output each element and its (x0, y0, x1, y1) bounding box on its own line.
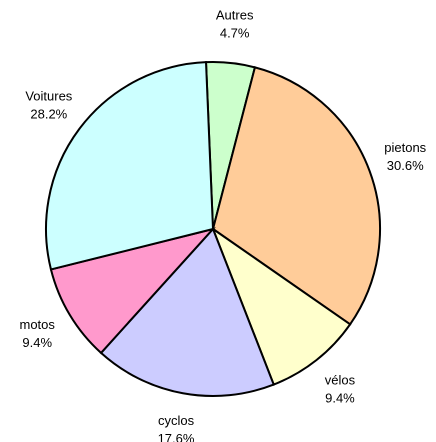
slice-label: Autres (216, 8, 254, 23)
slice-value-label: 17.6% (158, 431, 195, 442)
slice-label: motos (20, 317, 56, 332)
slice-value-label: 4.7% (220, 26, 250, 41)
slice-value-label: 28.2% (30, 107, 67, 122)
slice-label: cyclos (158, 413, 195, 428)
slice-label: Voitures (25, 89, 72, 104)
slice-label: pietons (384, 140, 426, 155)
pie-slice (211, 66, 381, 326)
pie-slice (210, 226, 352, 386)
slice-value-label: 30.6% (387, 158, 424, 173)
slice-value-label: 9.4% (22, 335, 52, 350)
pie-slice (99, 227, 276, 397)
slice-value-label: 9.4% (325, 390, 355, 405)
pie-slice (45, 61, 215, 271)
slice-label: vélos (325, 372, 356, 387)
